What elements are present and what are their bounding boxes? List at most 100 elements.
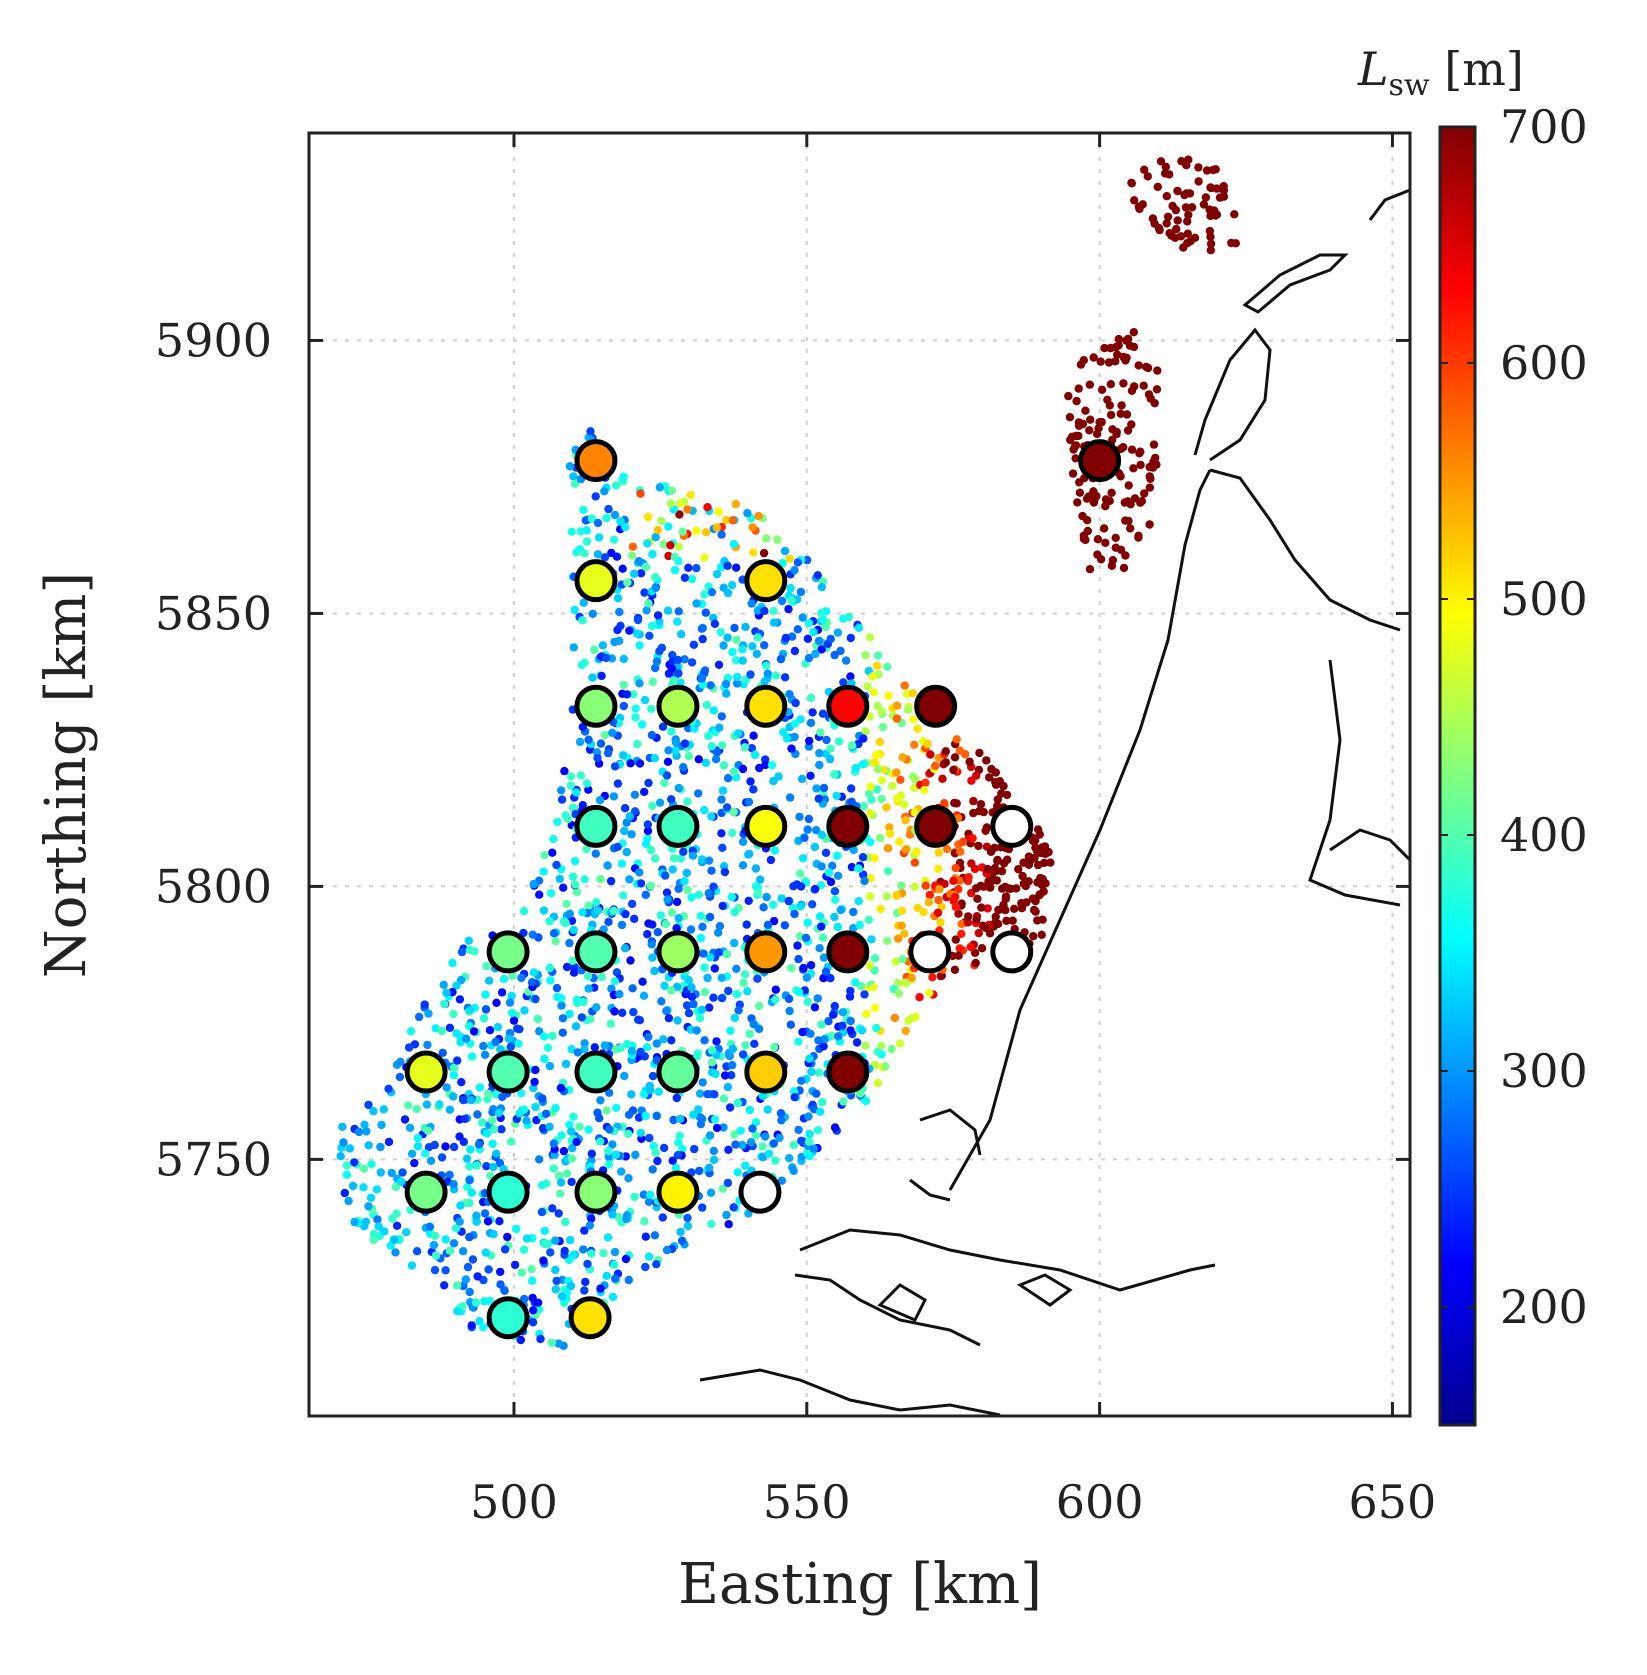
cloud-point — [743, 509, 752, 518]
cloud-point — [1038, 915, 1047, 924]
cloud-point — [687, 893, 696, 902]
cloud-point — [749, 548, 758, 557]
cloud-point — [794, 988, 804, 997]
cloud-point — [810, 842, 820, 852]
cloud-point — [921, 778, 930, 787]
cloud-point — [484, 1089, 493, 1099]
cloud-point — [551, 1103, 560, 1113]
cloud-point — [733, 1098, 742, 1108]
cloud-point — [561, 1217, 570, 1227]
cloud-point — [548, 1031, 557, 1041]
cloud-point — [817, 830, 827, 839]
cloud-point — [667, 664, 676, 673]
cloud-point — [440, 999, 449, 1009]
cloud-point — [538, 1094, 547, 1103]
cloud-point — [675, 499, 685, 508]
cloud-point — [958, 837, 968, 846]
cloud-point — [938, 774, 947, 783]
cloud-point — [624, 1110, 634, 1120]
cloud-point — [860, 990, 869, 999]
cloud-point — [878, 722, 888, 732]
cloud-point — [1134, 202, 1144, 211]
cloud-point — [1172, 224, 1181, 234]
cloud-point — [492, 1149, 501, 1158]
cloud-point — [1085, 565, 1095, 574]
station-marker — [574, 1170, 618, 1214]
cloud-point — [344, 1196, 353, 1206]
cloud-point — [635, 641, 644, 650]
cloud-point — [1162, 192, 1172, 201]
cloud-point — [339, 1138, 348, 1147]
cloud-point — [1145, 520, 1154, 529]
cloud-point — [1206, 211, 1215, 221]
cloud-point — [818, 615, 827, 624]
cloud-point — [695, 1013, 705, 1023]
cloud-point — [931, 761, 940, 770]
cloud-point — [727, 1071, 736, 1080]
cloud-point — [961, 750, 970, 759]
cloud-point — [482, 1162, 491, 1171]
cloud-point — [700, 963, 709, 972]
station-marker — [574, 559, 618, 603]
cloud-point — [481, 1005, 491, 1014]
cloud-point — [1075, 488, 1085, 497]
cloud-point — [647, 704, 656, 714]
cloud-point — [621, 909, 630, 919]
cloud-point — [738, 1140, 747, 1150]
cloud-point — [712, 1037, 721, 1046]
cloud-point — [609, 535, 619, 544]
cloud-point — [482, 1129, 492, 1138]
cloud-point — [832, 791, 841, 800]
cloud-point — [798, 1027, 807, 1037]
cloud-point — [883, 844, 893, 853]
cloud-point — [531, 1065, 540, 1075]
cloud-point — [683, 885, 692, 895]
cloud-point — [648, 1071, 658, 1081]
cloud-point — [912, 847, 921, 856]
cloud-point — [472, 1211, 481, 1220]
cloud-point — [461, 1275, 470, 1284]
cloud-point — [464, 936, 473, 945]
cloud-point — [406, 1027, 416, 1036]
cloud-point — [1017, 899, 1026, 908]
cloud-point — [674, 884, 683, 893]
cloud-point — [700, 805, 709, 815]
cloud-point — [364, 1141, 373, 1150]
cloud-point — [814, 794, 823, 803]
cloud-point — [456, 1201, 465, 1210]
cloud-point — [612, 1103, 621, 1113]
cloud-point — [1149, 440, 1159, 449]
x-axis-label: Easting [km] — [678, 1552, 1042, 1617]
cloud-point — [731, 656, 741, 665]
cloud-point — [1163, 212, 1173, 221]
cloud-point — [631, 704, 640, 713]
cloud-point — [1122, 336, 1131, 345]
cloud-point — [761, 1132, 770, 1141]
cloud-point — [763, 920, 773, 930]
cloud-point — [500, 1245, 510, 1254]
station-marker — [656, 1050, 700, 1094]
cloud-point — [636, 879, 646, 888]
cloud-point — [568, 872, 578, 881]
cloud-point — [894, 989, 903, 998]
cloud-point — [781, 633, 791, 643]
cloud-point — [666, 499, 675, 508]
cloud-point — [1230, 210, 1239, 219]
cloud-point — [1116, 409, 1126, 418]
cloud-point — [709, 1146, 718, 1156]
cloud-point — [647, 621, 657, 631]
cloud-point — [957, 929, 966, 938]
cloud-point — [954, 951, 963, 960]
cloud-point — [1140, 165, 1149, 174]
cloud-point — [503, 1232, 512, 1242]
cloud-point — [830, 912, 839, 922]
cloud-point — [728, 647, 737, 657]
cloud-point — [701, 608, 710, 617]
cloud-point — [805, 1129, 814, 1139]
cloud-point — [635, 759, 645, 768]
cloud-point — [1029, 932, 1038, 941]
station-marker — [486, 930, 530, 974]
cloud-point — [1130, 494, 1140, 503]
cloud-point — [545, 1061, 555, 1071]
cloud-point — [455, 1132, 464, 1141]
